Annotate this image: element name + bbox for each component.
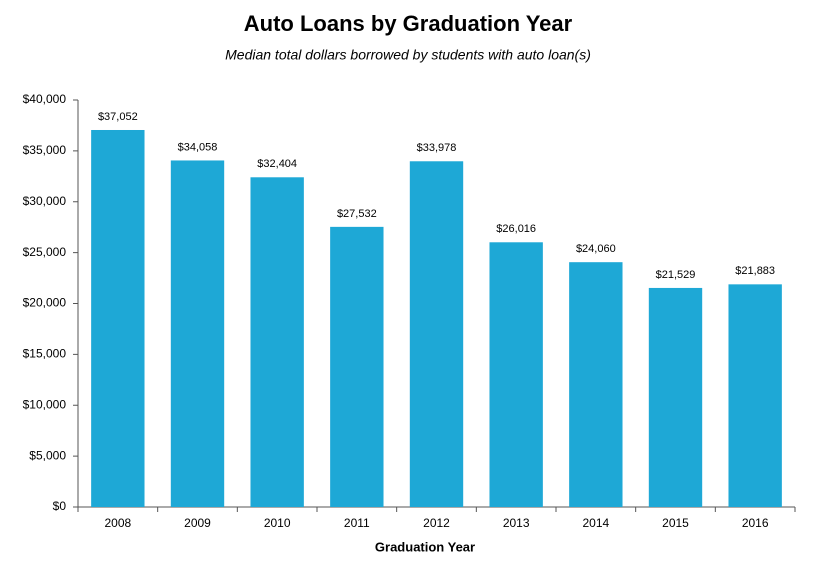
value-label: $27,532 — [337, 208, 377, 220]
y-tick-label: $10,000 — [23, 397, 67, 411]
value-label: $37,052 — [98, 111, 138, 123]
y-tick-label: $0 — [53, 499, 67, 513]
bar — [728, 284, 782, 507]
bar — [250, 177, 304, 507]
bar — [170, 160, 225, 508]
value-label: $26,016 — [496, 223, 536, 235]
value-label: $32,404 — [257, 158, 297, 170]
bar — [648, 287, 703, 507]
bar — [330, 226, 384, 508]
y-tick-label: $5,000 — [29, 448, 66, 462]
y-tick-label: $30,000 — [23, 194, 67, 208]
x-tick-label: 2010 — [264, 516, 291, 530]
bar — [91, 129, 145, 507]
y-tick-label: $15,000 — [23, 347, 67, 361]
x-tick-label: 2011 — [344, 516, 370, 530]
bar — [409, 161, 464, 507]
value-label: $33,978 — [417, 142, 457, 154]
value-label: $21,883 — [735, 265, 775, 277]
y-tick-label: $25,000 — [23, 245, 67, 259]
value-label: $21,529 — [656, 269, 696, 281]
x-tick-label: 2015 — [662, 516, 689, 530]
x-tick-label: 2016 — [742, 516, 769, 530]
bar — [569, 262, 623, 507]
x-tick-label: 2013 — [503, 516, 530, 530]
bar — [489, 242, 543, 507]
chart-subtitle: Median total dollars borrowed by student… — [225, 47, 591, 63]
y-tick-label: $20,000 — [23, 296, 67, 310]
y-tick-label: $40,000 — [23, 92, 67, 106]
x-axis-label: Graduation Year — [375, 539, 475, 554]
y-tick-label: $35,000 — [23, 143, 67, 157]
x-tick-label: 2008 — [104, 516, 131, 530]
x-tick-label: 2014 — [582, 516, 609, 530]
value-label: $34,058 — [178, 141, 218, 153]
chart-title: Auto Loans by Graduation Year — [244, 11, 573, 36]
x-tick-label: 2009 — [184, 516, 211, 530]
value-label: $24,060 — [576, 243, 616, 255]
x-tick-label: 2012 — [423, 516, 450, 530]
